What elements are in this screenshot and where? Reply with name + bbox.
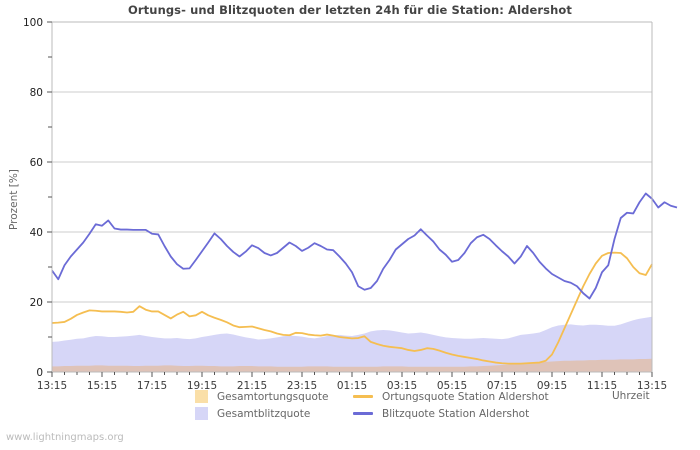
svg-text:05:15: 05:15: [437, 380, 467, 392]
svg-text:07:15: 07:15: [487, 380, 517, 392]
legend-label: Gesamtblitzquote: [217, 407, 311, 420]
y-axis-label: Prozent [%]: [8, 169, 20, 230]
svg-text:13:15: 13:15: [37, 380, 67, 392]
legend-label: Blitzquote Station Aldershot: [382, 407, 530, 420]
svg-text:09:15: 09:15: [537, 380, 567, 392]
legend-swatch: [195, 407, 208, 420]
legend-item[interactable]: Ortungsquote Station Aldershot: [353, 389, 549, 404]
line-blitzquote-station: [51, 192, 678, 300]
svg-text:11:15: 11:15: [587, 380, 617, 392]
svg-text:20: 20: [30, 297, 43, 309]
area-gesamtortungsquote: [52, 358, 652, 372]
svg-text:01:15: 01:15: [337, 380, 367, 392]
svg-text:15:15: 15:15: [87, 380, 117, 392]
svg-text:21:15: 21:15: [237, 380, 267, 392]
svg-text:23:15: 23:15: [287, 380, 317, 392]
legend-label: Ortungsquote Station Aldershot: [382, 390, 549, 403]
svg-text:03:15: 03:15: [387, 380, 417, 392]
chart-legend: Gesamtortungsquote Ortungsquote Station A…: [0, 389, 700, 423]
svg-text:80: 80: [30, 87, 43, 99]
chart-title: Ortungs- und Blitzquoten der letzten 24h…: [128, 3, 572, 17]
svg-text:60: 60: [30, 157, 43, 169]
line-ortungsquote-station: [51, 251, 653, 365]
legend-line-marker: [353, 395, 373, 398]
x-axis-label: Uhrzeit: [612, 390, 650, 402]
legend-swatch: [195, 390, 208, 403]
watermark-text: www.lightningmaps.org: [6, 432, 124, 443]
svg-text:0: 0: [36, 367, 43, 379]
legend-label: Gesamtortungsquote: [217, 390, 329, 403]
legend-item[interactable]: Gesamtortungsquote: [195, 389, 328, 404]
area-gesamtblitzquote: [52, 316, 652, 372]
legend-item[interactable]: Gesamtblitzquote: [195, 406, 310, 421]
legend-line-marker: [353, 412, 373, 415]
legend-item[interactable]: Blitzquote Station Aldershot: [353, 406, 529, 421]
svg-text:100: 100: [23, 17, 43, 29]
svg-text:13:15: 13:15: [637, 380, 667, 392]
svg-text:40: 40: [30, 227, 43, 239]
svg-text:17:15: 17:15: [137, 380, 167, 392]
svg-text:19:15: 19:15: [187, 380, 217, 392]
